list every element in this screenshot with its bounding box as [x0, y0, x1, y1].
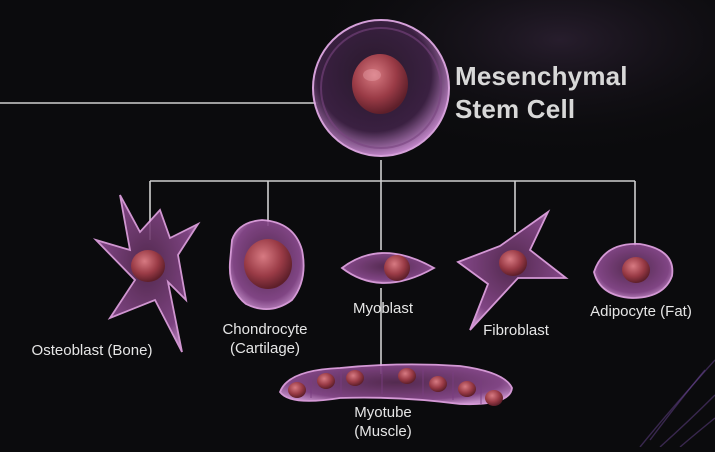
chondrocyte-cell: [228, 219, 305, 310]
label-myotube: Myotube (Muscle): [354, 403, 412, 441]
myotube-nucleus: [288, 382, 306, 398]
title-line-1: Mesenchymal: [455, 61, 628, 91]
myotube-nucleus: [485, 390, 503, 406]
chondrocyte-nucleus: [244, 239, 292, 289]
stem-cell-nucleus: [352, 54, 408, 114]
myoblast-nucleus: [384, 255, 410, 281]
myotube-nucleus: [458, 381, 476, 397]
fibroblast-nucleus: [499, 250, 527, 276]
label-osteoblast: Osteoblast (Bone): [31, 342, 153, 359]
label-chondrocyte: Chondrocyte (Cartilage): [222, 320, 307, 358]
label-myotube-line-1: Myotube: [354, 404, 412, 421]
decorative-wisp: [639, 359, 715, 448]
label-chondrocyte-line-1: Chondrocyte: [222, 321, 308, 338]
myotube-nucleus: [398, 368, 416, 384]
myotube-nucleus: [317, 373, 335, 389]
adipocyte-nucleus: [622, 257, 650, 283]
osteoblast-cell: [92, 194, 201, 353]
osteoblast-nucleus: [131, 250, 165, 282]
myoblast-cell: [340, 252, 436, 284]
label-myoblast: Myoblast: [352, 300, 414, 317]
label-adipocyte: Adipocyte (Fat): [590, 303, 692, 320]
label-chondrocyte-line-2: (Cartilage): [229, 340, 301, 357]
label-fibroblast: Fibroblast: [483, 322, 549, 339]
myotube-nucleus: [429, 376, 447, 392]
title-line-2: Stem Cell: [455, 94, 576, 124]
stem-cell: [312, 19, 450, 157]
myotube-cell: [278, 363, 513, 406]
myotube-nucleus: [346, 370, 364, 386]
fibroblast-cell: [456, 209, 569, 331]
title-mesenchymal-stem-cell: Mesenchymal Stem Cell: [455, 60, 628, 126]
label-myotube-line-2: (Muscle): [354, 423, 412, 440]
adipocyte-cell: [593, 243, 674, 299]
